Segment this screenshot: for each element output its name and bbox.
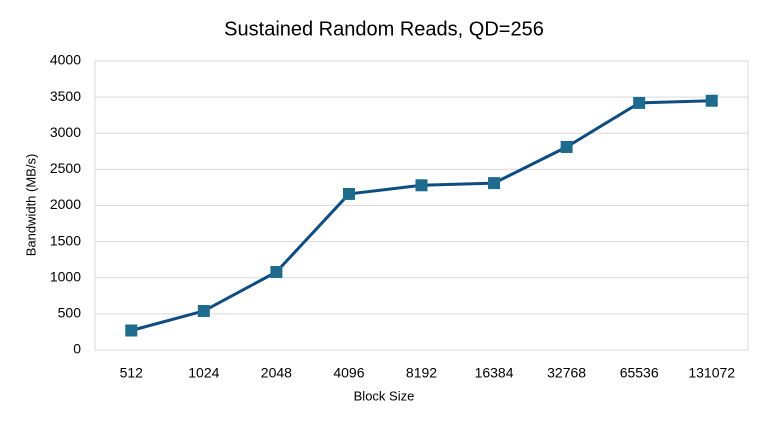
x-tick-label: 32768 [547,365,586,381]
y-tick-label: 2500 [50,160,81,176]
data-marker [415,179,428,192]
data-line [130,99,712,332]
x-tick-label: 16384 [475,365,514,381]
data-marker [633,96,646,109]
y-tick-label: 3500 [50,88,81,104]
y-tick-label: 500 [58,305,82,321]
y-tick-label: 3000 [50,124,81,140]
chart-title: Sustained Random Reads, QD=256 [224,18,544,40]
x-tick-label: 2048 [261,365,292,381]
y-axis-label: Bandwidth (MB/s) [23,154,38,257]
y-tick-label: 1000 [50,268,81,284]
data-marker [705,94,718,107]
x-tick-label: 1024 [188,365,219,381]
x-tick-label: 512 [120,365,144,381]
data-marker [488,177,501,190]
x-axis-label: Block Size [354,388,415,403]
y-tick-label: 4000 [50,52,81,68]
data-marker [197,304,210,317]
x-tick-label: 8192 [406,365,437,381]
data-marker [125,324,138,337]
plot-border [94,60,749,351]
data-marker [560,140,573,153]
y-tick-label: 2000 [50,196,81,212]
x-tick-label: 65536 [620,365,659,381]
data-marker [342,187,355,200]
x-tick-label: 4096 [333,365,364,381]
data-marker [270,265,283,278]
y-tick-label: 0 [73,341,81,357]
y-tick-label: 1500 [50,232,81,248]
x-tick-label: 131072 [688,365,735,381]
